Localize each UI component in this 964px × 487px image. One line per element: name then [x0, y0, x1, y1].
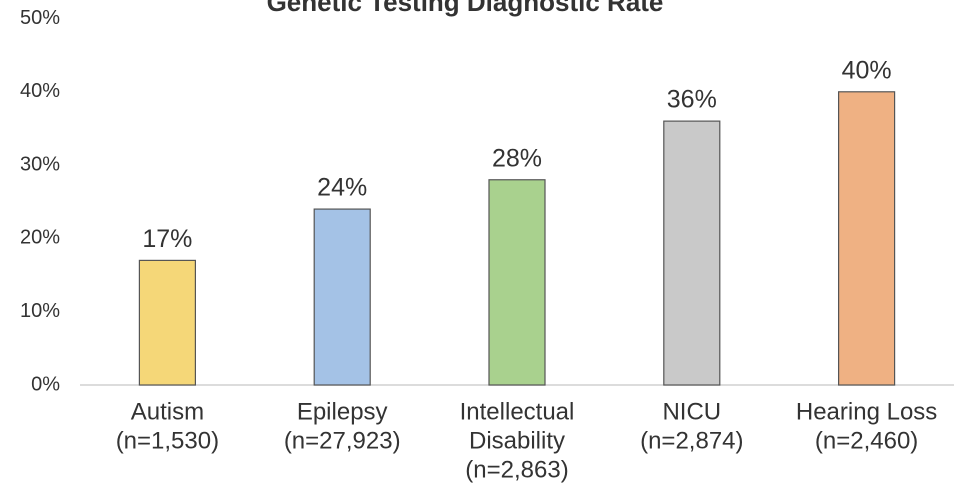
y-tick-label: 10% — [20, 300, 60, 322]
y-tick-label: 20% — [20, 227, 60, 249]
y-tick-label: 50% — [20, 7, 60, 29]
y-tick-label: 30% — [20, 153, 60, 175]
x-tick-label: Autism — [131, 398, 204, 425]
x-tick-label: (n=27,923) — [284, 427, 401, 454]
bar — [488, 179, 546, 386]
bar — [313, 208, 371, 386]
data-label: 17% — [142, 225, 192, 253]
x-tick-label: NICU — [662, 398, 721, 425]
x-tick-label: (n=2,863) — [465, 456, 568, 483]
x-tick-label: (n=2,874) — [640, 427, 743, 454]
chart-title: Genetic Testing Diagnostic Rate — [267, 0, 664, 17]
data-label: 40% — [842, 56, 892, 84]
bar — [837, 91, 896, 386]
x-tick-label: (n=1,530) — [116, 427, 219, 454]
data-label: 28% — [492, 144, 542, 172]
x-tick-label: (n=2,460) — [815, 427, 918, 454]
data-label: 24% — [317, 174, 367, 202]
x-tick-label: Epilepsy — [297, 398, 388, 425]
x-tick-label: Intellectual — [460, 398, 575, 425]
bar — [138, 259, 196, 386]
y-tick-label: 0% — [31, 373, 60, 395]
y-tick-label: 40% — [20, 80, 60, 102]
x-tick-label: Hearing Loss — [796, 398, 937, 425]
bar — [663, 120, 721, 386]
data-label: 36% — [667, 86, 717, 114]
x-tick-label: Disability — [469, 427, 565, 454]
